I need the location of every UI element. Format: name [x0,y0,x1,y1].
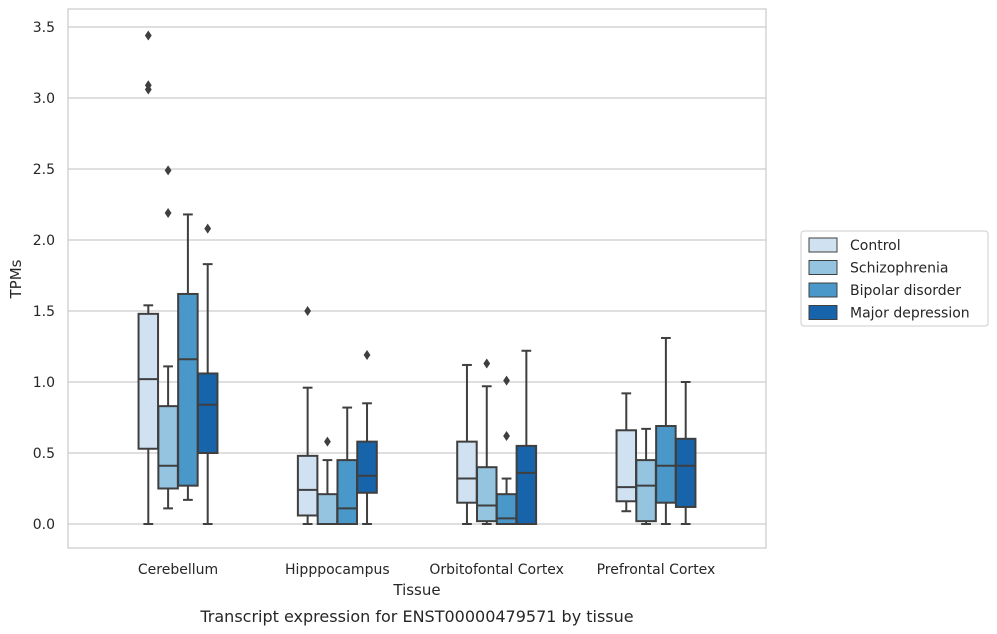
box-body [137,312,160,450]
outlier-marker [164,208,172,219]
box-body [515,444,538,525]
box-body [157,405,179,490]
legend-swatch [808,282,838,298]
y-tick-label: 1.5 [33,304,55,320]
box-body [296,454,319,517]
y-tick-label: 1.0 [33,375,55,391]
box-body [635,459,657,523]
box-bipolar-disorder [177,213,199,501]
outlier-marker [204,223,212,234]
outlier-marker [324,436,331,447]
outlier-marker [483,358,491,369]
y-tick-label: 3.5 [33,20,55,36]
x-tick-label: Hipppocampus [285,562,390,578]
y-axis-title: TPMs [7,259,25,299]
outlier-marker [503,375,510,386]
x-tick-label: Prefrontal Cortex [597,562,716,578]
box-control [615,392,638,513]
box-bipolar-disorder [336,406,358,526]
x-tick-label: Orbitofontal Cortex [429,562,564,578]
legend-label: Control [850,238,901,254]
legend-swatch [808,305,838,320]
legend-swatch [808,237,838,253]
boxes [137,30,697,526]
outlier-marker [164,165,172,176]
outlier-marker [503,430,510,441]
legend-swatch [808,260,838,275]
legend-label: Major depression [850,306,970,322]
box-body [476,466,498,523]
x-tick-label: Cerebellum [138,562,218,578]
box-schizophrenia [635,427,657,525]
box-control [456,363,478,525]
y-tick-label: 3.0 [33,91,55,107]
legend: Control Schizophrenia Bipolar disorder Majo… [800,230,989,327]
box-body [615,429,638,503]
y-tick-label: 2.5 [33,162,55,178]
box-major-depression [356,350,378,525]
box-schizophrenia [157,165,179,510]
x-tick-labels: Cerebellum Hipppocampus Orbitofontal Corte… [138,562,715,578]
y-tick-label: 0.5 [33,446,55,462]
outlier-marker [363,350,371,361]
y-tick-label: 2.0 [33,233,55,249]
box-major-depression [674,381,697,525]
outlier-marker [304,306,312,316]
box-body [177,292,199,487]
box-bipolar-disorder [495,375,518,525]
y-tick-labels: 0.0 0.5 1.0 1.5 2.0 2.5 3.0 3.5 [33,20,55,533]
box-body [456,440,478,504]
box-body [655,425,677,504]
outlier-marker [144,30,152,41]
box-body [316,493,339,525]
legend-frame [800,230,989,327]
box-body [674,437,697,508]
box-schizophrenia [476,358,498,525]
box-body [495,493,518,525]
outlier-marker [144,84,152,95]
box-body [196,372,219,455]
plot-frame [67,8,767,549]
box-major-depression [196,223,219,525]
box-control [296,306,319,525]
box-schizophrenia [316,436,339,525]
legend-label: Schizophrenia [850,261,948,277]
box-control [137,30,160,525]
box-major-depression [515,349,538,525]
y-tick-label: 0.0 [33,517,55,533]
box-body [336,459,358,526]
x-axis-title: Tissue [392,581,440,599]
legend-label: Bipolar disorder [850,283,961,299]
box-body [356,440,378,494]
figure-caption: Transcript expression for ENST0000047957… [199,607,633,626]
box-bipolar-disorder [655,336,677,525]
